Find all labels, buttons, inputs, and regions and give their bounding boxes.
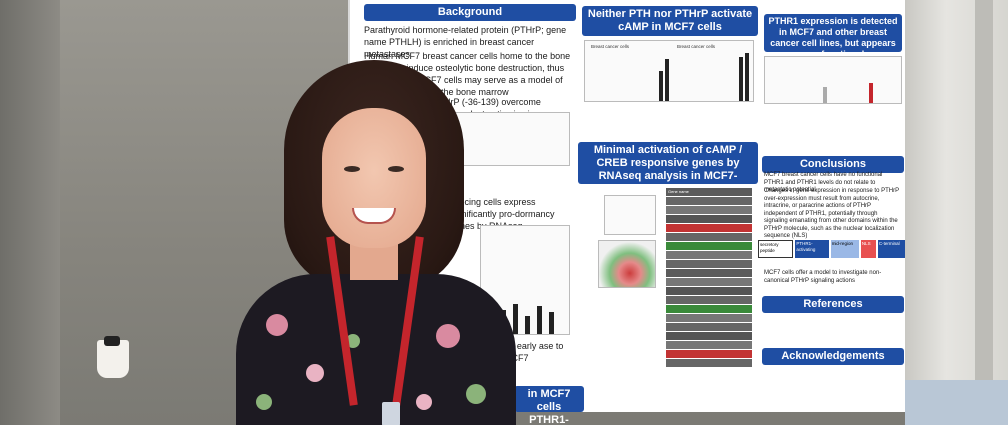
pthrp-domain-diagram: secretory peptide PTHR1-activating mid-r… xyxy=(758,240,906,258)
background-bullet-1: Parathyroid hormone-related protein (PTH… xyxy=(364,25,567,59)
conclusions-header: Conclusions xyxy=(762,156,904,173)
domain-mid-region: mid-region xyxy=(830,240,859,258)
domain-pthr1-activating: PTHR1-activating xyxy=(795,240,829,258)
face xyxy=(322,108,426,248)
conclusion-2: Changes in gene expression in response t… xyxy=(764,188,899,239)
presenter-person xyxy=(226,60,526,425)
left-bottom-header: in MCF7 cells PTHR1- xyxy=(514,386,584,425)
floral-top xyxy=(236,274,516,425)
volcano-plot-panel xyxy=(598,240,656,288)
heatmap-header: Gene name xyxy=(668,189,689,194)
name-badge xyxy=(382,402,400,425)
camp-activation-header: Neither PTH nor PTHrP activate cAMP in M… xyxy=(582,6,758,36)
smile xyxy=(352,208,396,224)
paper-cup xyxy=(97,340,129,378)
rnaseq-header: Minimal activation of cAMP / CREB respon… xyxy=(578,142,758,195)
pthr1-chart-panel xyxy=(764,56,902,104)
conclusion-3: MCF7 cells offer a model to investigate … xyxy=(764,270,882,284)
domain-nls: NLS xyxy=(860,240,876,258)
pthr1-expression-header: PTHR1 expression is detected in MCF7 and… xyxy=(764,14,902,59)
scatter-panel xyxy=(604,195,656,235)
binder-clip xyxy=(104,336,120,346)
gene-heatmap: Gene name xyxy=(666,188,752,384)
acknowledgements-header: Acknowledgements xyxy=(762,348,904,365)
poster-frame-right xyxy=(905,0,1008,425)
domain-c-terminal: C-terminal xyxy=(877,240,906,258)
left-eye xyxy=(344,166,360,172)
chart-label-1: Breast cancer cells xyxy=(591,44,630,49)
background-header: Background xyxy=(364,4,576,21)
domain-secretory: secretory peptide xyxy=(758,240,794,258)
camp-bar-chart-panel: Breast cancer cells Breast cancer cells xyxy=(584,40,754,102)
chart-label-2: Breast cancer cells xyxy=(677,44,716,49)
poster-board-left xyxy=(0,0,60,425)
conclusion-1: MCF7 breast cancer cells have no functio… xyxy=(764,172,883,193)
right-eye xyxy=(388,166,404,172)
references-header: References xyxy=(762,296,904,313)
